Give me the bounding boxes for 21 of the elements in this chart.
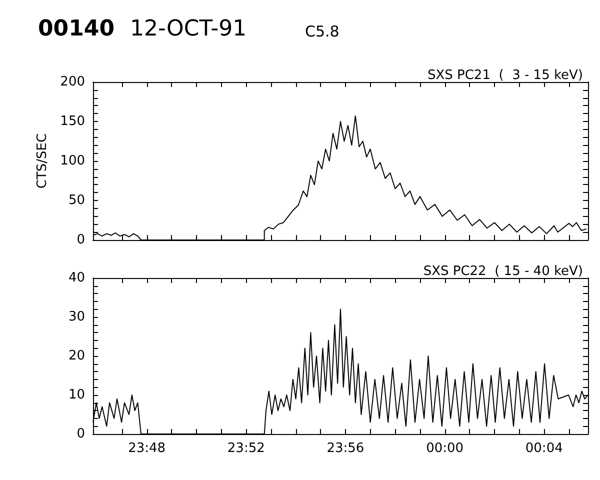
y-tick-label: 30 bbox=[68, 310, 85, 324]
x-tick-label: 23:48 bbox=[128, 441, 166, 456]
chart-title: SXS PC21 ( 3 - 15 keV) bbox=[427, 68, 583, 83]
y-tick-label: 10 bbox=[68, 388, 85, 402]
y-tick-label: 40 bbox=[68, 270, 85, 286]
chart-title: SXS PC22 ( 15 - 40 keV) bbox=[423, 264, 584, 279]
y-tick-label: 200 bbox=[60, 74, 85, 90]
x-tick-label: 23:56 bbox=[326, 441, 364, 456]
x-tick-label: 23:52 bbox=[227, 441, 265, 456]
y-axis-title: CTS/SEC bbox=[35, 133, 50, 189]
y-tick-label: 0 bbox=[76, 426, 85, 442]
text: C5.8 bbox=[305, 22, 340, 40]
y-tick-label: 50 bbox=[68, 193, 85, 208]
text: 12-OCT-91 bbox=[130, 16, 247, 42]
y-tick-label: 100 bbox=[60, 154, 85, 168]
y-tick-label: 150 bbox=[60, 114, 85, 129]
text: 00140 bbox=[38, 16, 115, 42]
x-tick-label: 00:00 bbox=[426, 441, 464, 456]
x-tick-label: 00:04 bbox=[525, 441, 563, 456]
y-tick-label: 20 bbox=[68, 348, 85, 364]
y-tick-label: 0 bbox=[76, 232, 85, 248]
